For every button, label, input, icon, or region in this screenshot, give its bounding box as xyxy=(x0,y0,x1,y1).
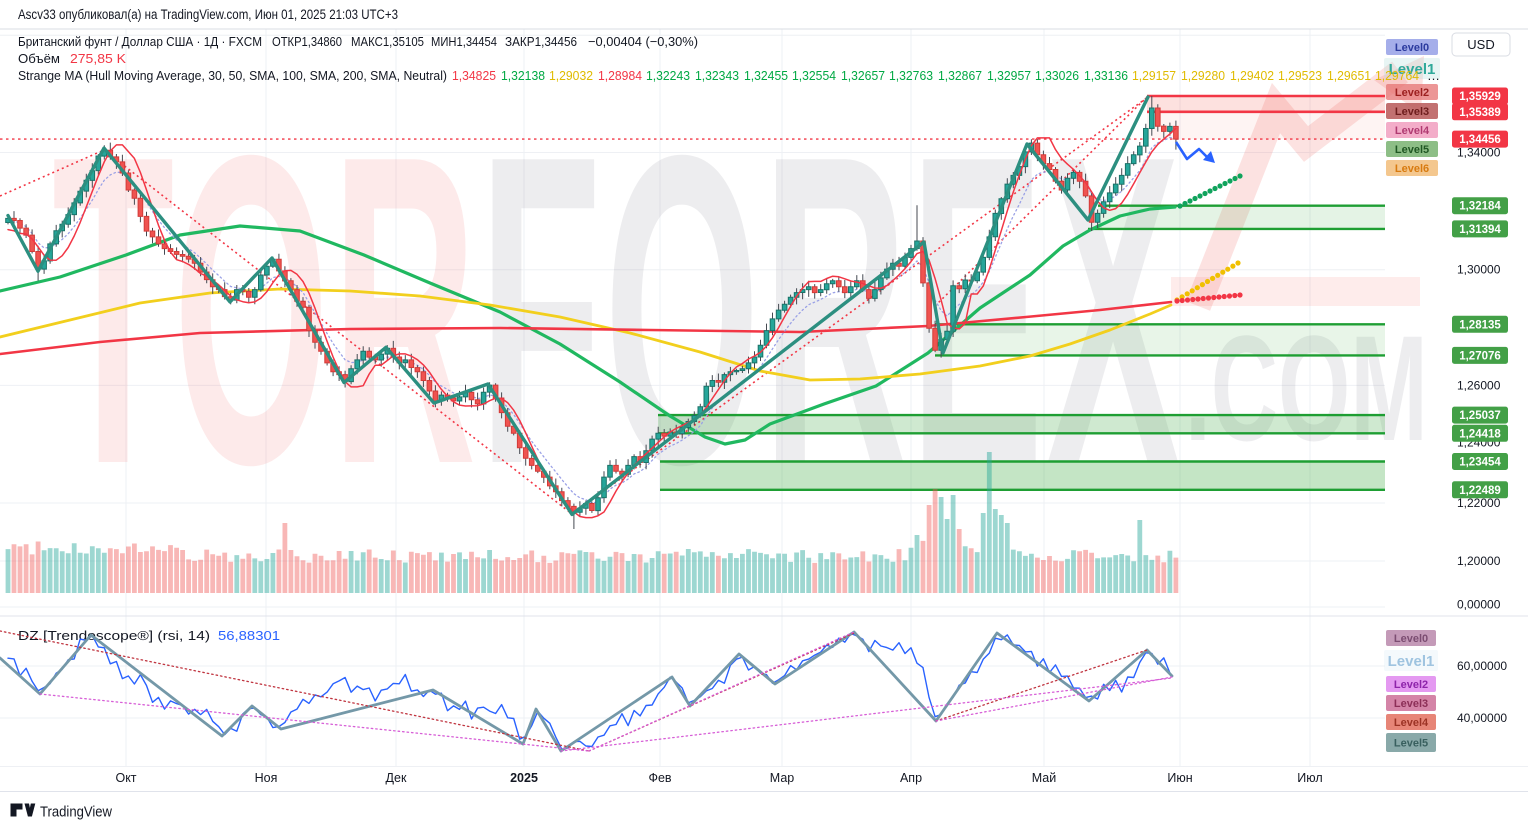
svg-text:Британский фунт / Доллар США ·: Британский фунт / Доллар США · 1Д · FXCM… xyxy=(18,34,698,49)
svg-text:Level2: Level2 xyxy=(1395,87,1429,99)
svg-text:Level4: Level4 xyxy=(1394,717,1429,729)
svg-text:1,31394: 1,31394 xyxy=(1459,224,1501,236)
svg-text:1,32184: 1,32184 xyxy=(1459,201,1501,213)
svg-text:Level6: Level6 xyxy=(1395,163,1429,175)
svg-text:1,28135: 1,28135 xyxy=(1459,319,1501,331)
svg-text:Ascv33 опубликовал(а) на Tradi: Ascv33 опубликовал(а) на TradingView.com… xyxy=(18,7,398,22)
svg-text:Level0: Level0 xyxy=(1395,42,1429,54)
svg-text:1,26000: 1,26000 xyxy=(1457,378,1501,392)
svg-text:1,20000: 1,20000 xyxy=(1457,554,1501,568)
svg-text:Мар: Мар xyxy=(770,771,795,785)
svg-text:Фев: Фев xyxy=(648,771,671,785)
svg-text:1,27076: 1,27076 xyxy=(1459,350,1501,362)
svg-text:1,34456: 1,34456 xyxy=(1459,134,1501,146)
svg-text:60,00000: 60,00000 xyxy=(1457,659,1507,673)
svg-text:1,24418: 1,24418 xyxy=(1459,428,1501,440)
svg-text:Level3: Level3 xyxy=(1395,106,1429,118)
svg-text:Level0: Level0 xyxy=(1394,633,1428,645)
svg-text:1,22000: 1,22000 xyxy=(1457,496,1501,510)
svg-text:Июл: Июл xyxy=(1297,771,1322,785)
svg-text:2025: 2025 xyxy=(510,771,538,785)
svg-text:Level5: Level5 xyxy=(1394,738,1428,750)
svg-text:Level3: Level3 xyxy=(1394,698,1428,710)
svg-text:Окт: Окт xyxy=(115,771,136,785)
svg-text:TradingView: TradingView xyxy=(40,805,112,821)
svg-text:1,23454: 1,23454 xyxy=(1459,457,1501,469)
svg-text:Level1: Level1 xyxy=(1388,653,1435,670)
svg-text:USD: USD xyxy=(1467,37,1494,52)
svg-text:Июн: Июн xyxy=(1167,771,1192,785)
svg-text:1,35389: 1,35389 xyxy=(1459,107,1501,119)
svg-text:.COM: .COM xyxy=(1185,305,1428,472)
svg-text:Level2: Level2 xyxy=(1394,679,1428,691)
svg-text:DZ [Trendoscope®] (rsi, 14)56,: DZ [Trendoscope®] (rsi, 14) 56,88301 xyxy=(18,628,280,643)
svg-text:Май: Май xyxy=(1032,771,1057,785)
svg-text:TORFOREX: TORFOREX xyxy=(52,66,1182,556)
svg-text:1,34000: 1,34000 xyxy=(1457,146,1501,160)
svg-text:40,00000: 40,00000 xyxy=(1457,711,1507,725)
svg-text:1,30000: 1,30000 xyxy=(1457,263,1501,277)
svg-text:Дек: Дек xyxy=(386,771,407,785)
svg-text:Level1: Level1 xyxy=(1389,61,1436,78)
svg-text:Level4: Level4 xyxy=(1395,125,1430,137)
svg-text:1,22489: 1,22489 xyxy=(1459,485,1501,497)
svg-text:Ноя: Ноя xyxy=(255,771,278,785)
svg-text:0,00000: 0,00000 xyxy=(1457,598,1501,612)
svg-text:Strange MA (Hull Moving Averag: Strange MA (Hull Moving Average, 30, 50,… xyxy=(18,68,1440,83)
svg-text:Level5: Level5 xyxy=(1395,144,1429,156)
svg-text:Апр: Апр xyxy=(900,771,922,785)
svg-text:1,25037: 1,25037 xyxy=(1459,410,1501,422)
svg-text:1,35929: 1,35929 xyxy=(1459,91,1501,103)
